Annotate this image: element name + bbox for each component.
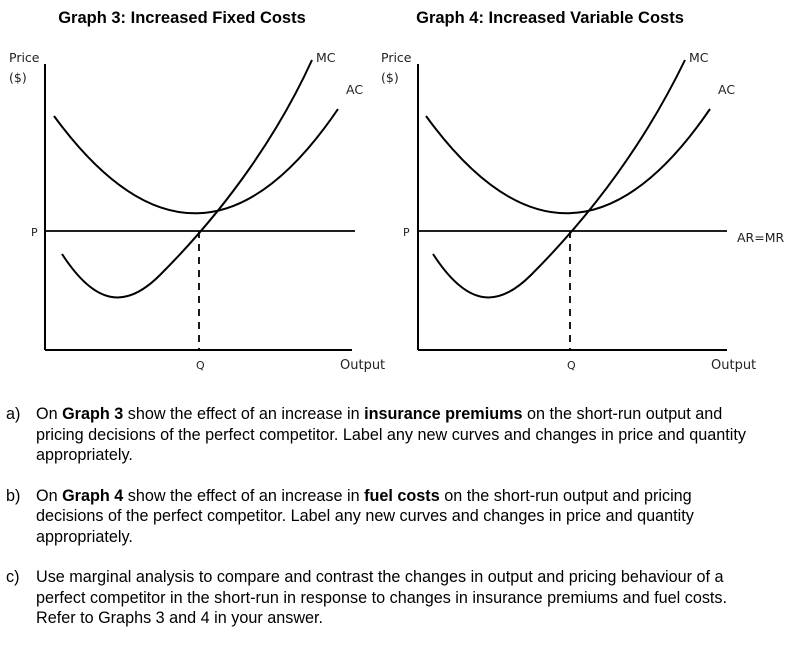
question-a-text-part: show the effect of an increase in — [123, 405, 365, 423]
graph-4-mc-curve — [432, 59, 686, 299]
question-a-text-part: on the short-run output and pricing deci… — [36, 405, 746, 464]
graph-4-title: Graph 4: Increased Variable Costs — [416, 9, 684, 27]
question-b-text: On Graph 4 show the effect of an increas… — [36, 486, 746, 548]
question-a-emphasis: Graph 3 — [62, 405, 124, 423]
graphs-area: Graph 3: Increased Fixed Costs Price ($)… — [9, 9, 784, 373]
graph-4-ac-label: AC — [718, 82, 735, 97]
graph-3-y-axis-unit: ($) — [9, 70, 27, 85]
question-a-text-part: On — [36, 405, 63, 423]
graph-3-quantity-label: Q — [196, 359, 205, 372]
question-b-emphasis: Graph 4 — [62, 486, 124, 505]
question-b-text-part: On — [36, 486, 63, 505]
question-a-text: On Graph 3 show the effect of an increas… — [36, 404, 746, 466]
question-a-letter: a) — [6, 405, 21, 423]
graph-4-y-axis-label: Price — [381, 50, 412, 65]
question-list: a) On Graph 3 show the effect of an incr… — [6, 404, 746, 649]
graph-4-quantity-label: Q — [567, 359, 576, 372]
question-b: b) On Graph 4 show the effect of an incr… — [6, 486, 746, 548]
graph-4-mc-label: MC — [689, 50, 709, 65]
question-a: a) On Graph 3 show the effect of an incr… — [6, 404, 746, 466]
question-b-text-part: on the short-run output and pricing deci… — [36, 486, 694, 546]
graph-3-mc-curve — [61, 59, 313, 299]
question-a-emphasis: insurance premiums — [364, 405, 523, 423]
question-b-text-part: show the effect of an increase in — [123, 486, 365, 505]
question-c-text-part: Use marginal analysis to compare and con… — [36, 568, 728, 627]
graph-4-y-axis-unit: ($) — [381, 70, 399, 85]
graph-3-title: Graph 3: Increased Fixed Costs — [58, 9, 306, 27]
question-c: c) Use marginal analysis to compare and … — [6, 567, 746, 629]
graph-4-ar-mr-label: AR=MR — [737, 230, 784, 245]
question-b-emphasis: fuel costs — [364, 486, 440, 505]
graph-3-ac-label: AC — [346, 82, 363, 97]
graph-4: Graph 4: Increased Variable Costs Price … — [381, 9, 784, 373]
graph-3-ac-curve — [53, 108, 339, 215]
graph-3-x-axis-label: Output — [340, 358, 385, 373]
question-b-letter: b) — [6, 486, 21, 505]
question-c-letter: c) — [6, 568, 20, 586]
graph-4-ac-curve — [425, 108, 711, 215]
graph-3-mc-label: MC — [316, 50, 336, 65]
question-c-text: Use marginal analysis to compare and con… — [36, 567, 746, 629]
graph-3-price-label: P — [31, 226, 38, 239]
graph-4-x-axis-label: Output — [711, 358, 756, 373]
graph-4-price-label: P — [403, 226, 410, 239]
graph-3: Graph 3: Increased Fixed Costs Price ($)… — [9, 9, 385, 373]
graph-3-y-axis-label: Price — [9, 50, 40, 65]
